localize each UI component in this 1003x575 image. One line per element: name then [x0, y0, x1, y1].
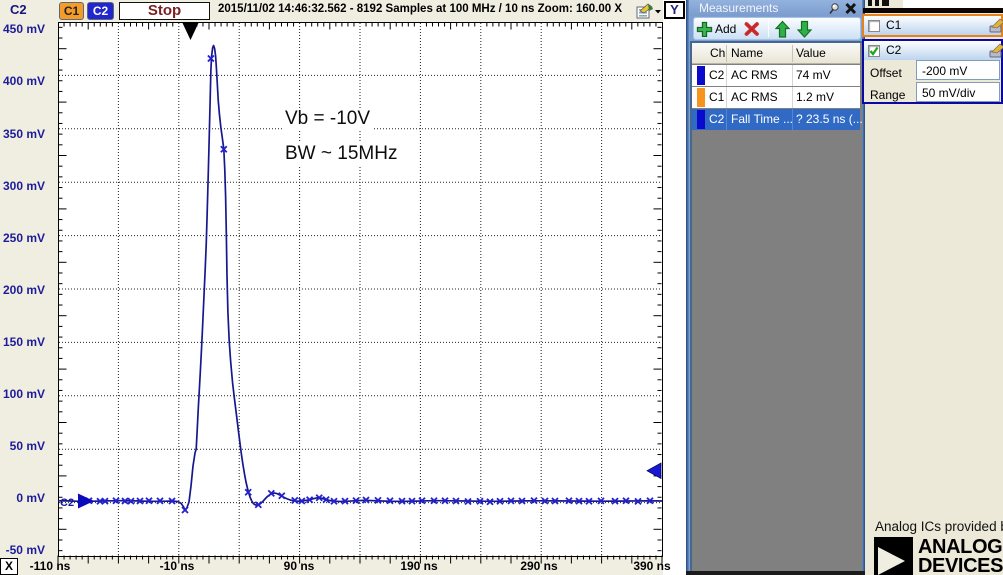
svg-text:C2: C2	[60, 497, 74, 509]
